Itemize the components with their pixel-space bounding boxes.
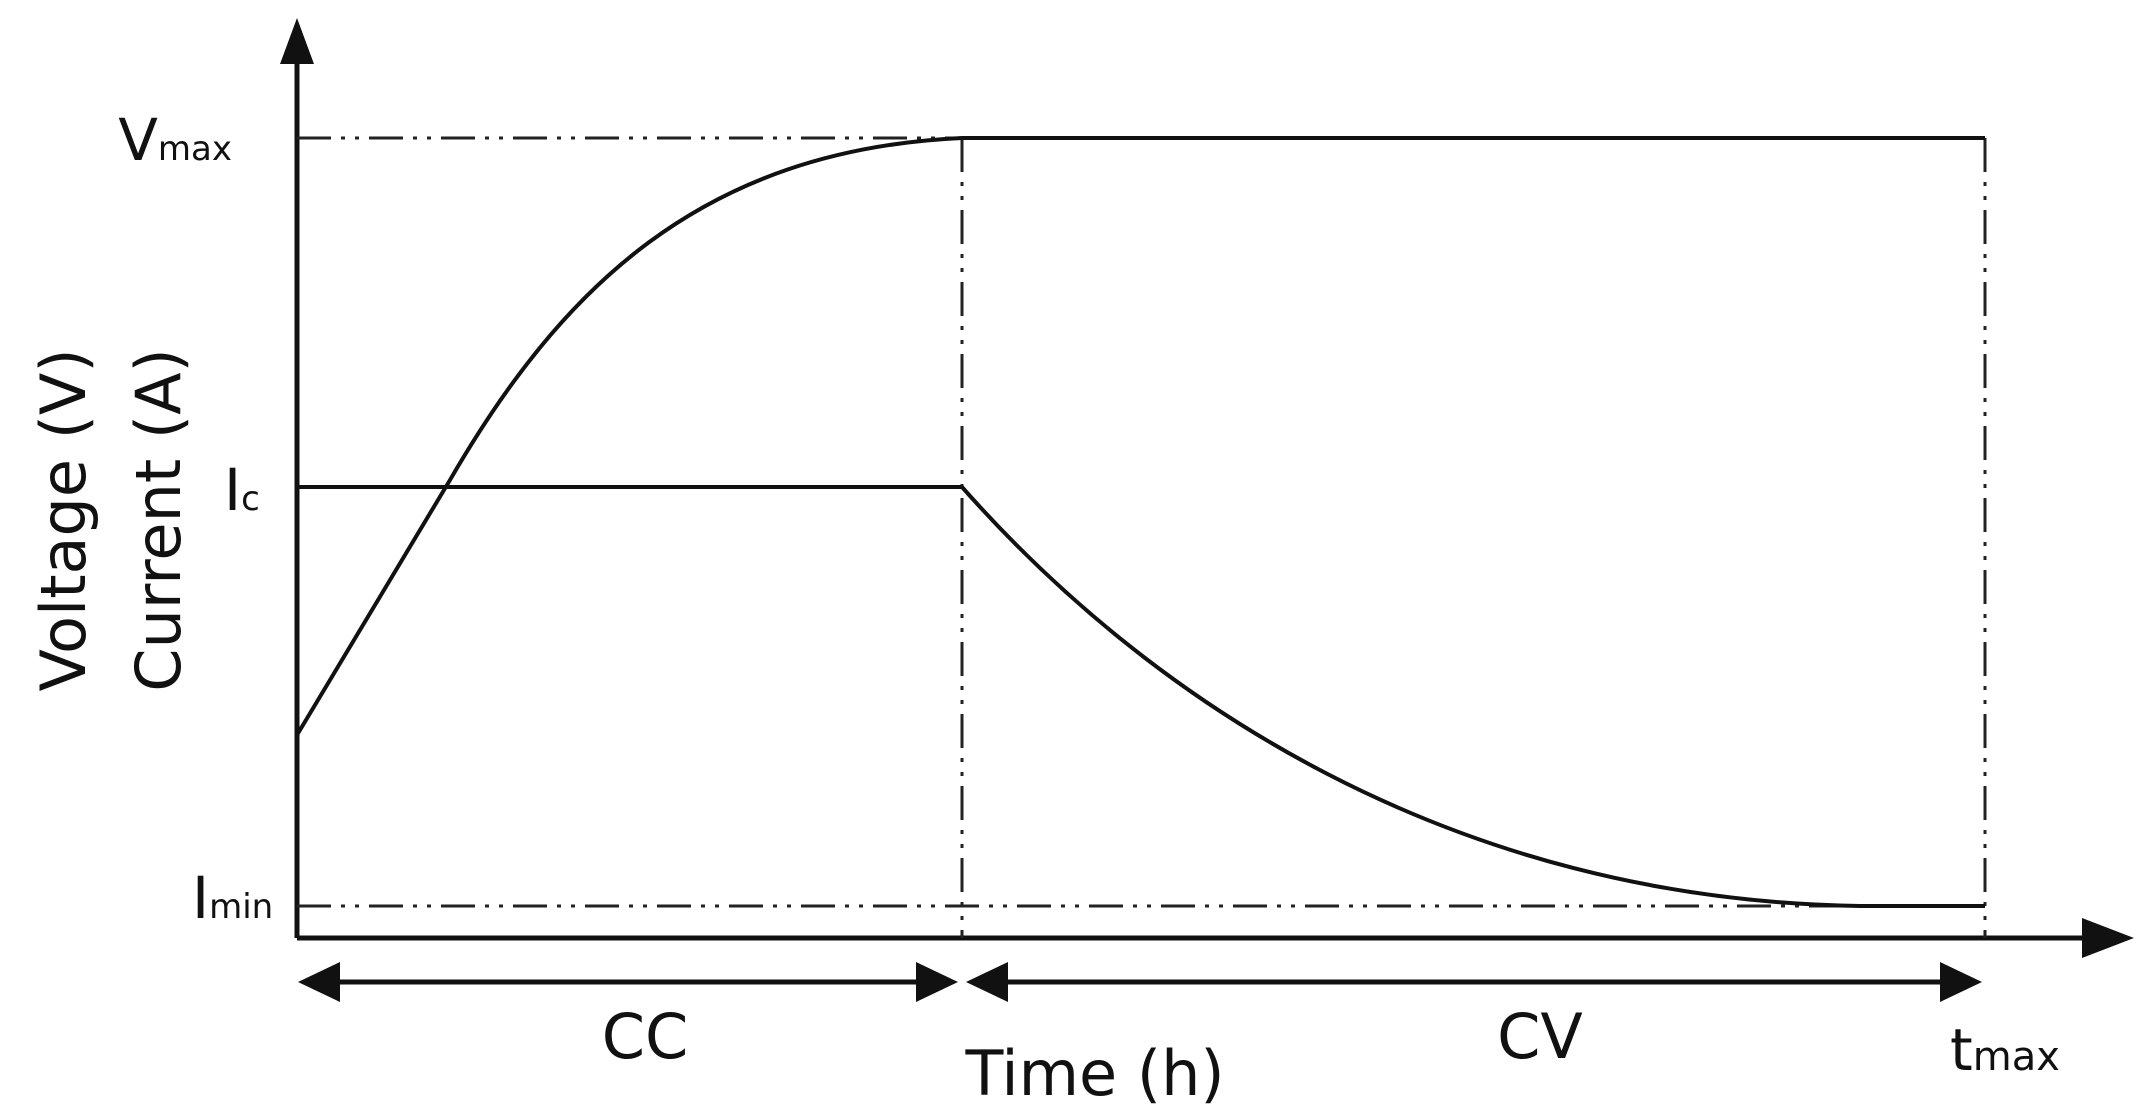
cv-phase-arrowhead-left [966, 962, 1008, 1002]
y-axis-arrowhead [280, 18, 314, 64]
imin-label: Imin [192, 864, 273, 932]
x-axis-arrowhead [2082, 918, 2134, 958]
y-axis-title-voltage: Voltage (V) [27, 348, 100, 691]
tmax-label: tmax [1950, 1016, 2060, 1084]
cv-phase-label: CV [1497, 1000, 1583, 1073]
cc-phase-arrowhead-left [298, 962, 340, 1002]
y-axis-title-current: Current (A) [122, 348, 195, 691]
x-axis-title: Time (h) [964, 1037, 1224, 1110]
vmax-label: Vmax [118, 106, 232, 174]
cc-phase-label: CC [602, 1000, 689, 1073]
cc-phase-arrowhead-right [916, 962, 958, 1002]
current-curve [297, 485, 1985, 908]
ic-label: Ic [224, 456, 260, 524]
voltage-curve [295, 136, 1985, 737]
cv-phase-arrowhead-right [1940, 962, 1982, 1002]
